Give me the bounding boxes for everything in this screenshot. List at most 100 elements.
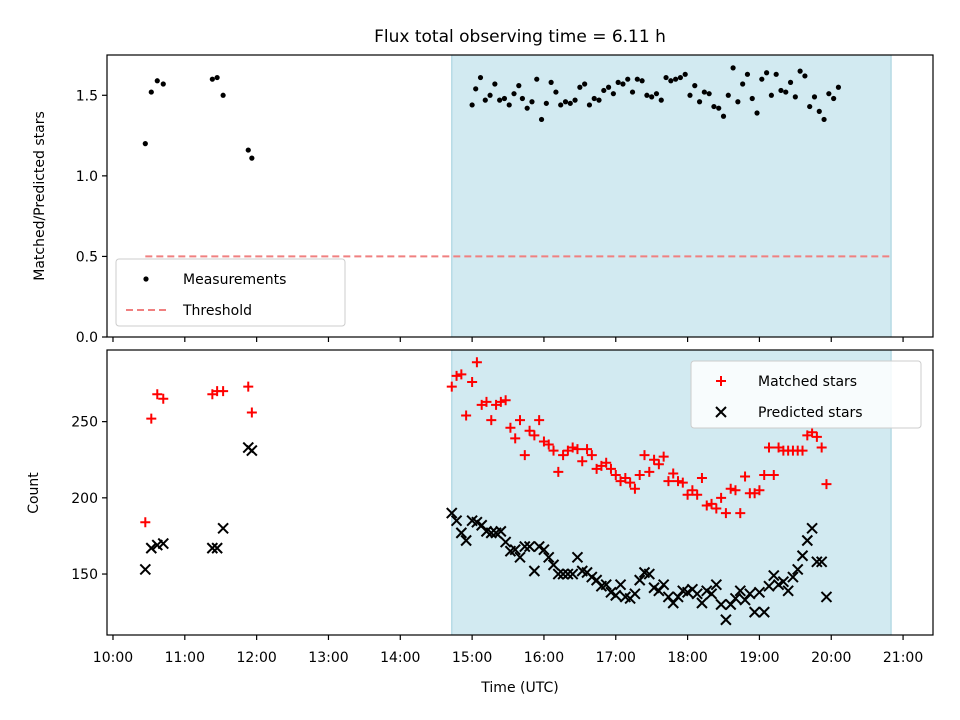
y-tick-label: 0.0 (76, 330, 98, 346)
measurement-point (720, 113, 727, 119)
predicted-stars-point (495, 525, 507, 538)
predicted-stars-point (777, 575, 790, 588)
measurement-point (807, 103, 813, 110)
matched-stars-point (625, 477, 636, 488)
predicted-stars-point (806, 522, 818, 535)
predicted-stars-point (796, 550, 809, 562)
matched-stars-point (467, 377, 478, 388)
measurement-point (663, 74, 669, 81)
y-tick-label: 200 (71, 491, 98, 507)
matched-stars-point (692, 489, 703, 500)
measurement-point (610, 91, 616, 97)
measurement-point (826, 91, 832, 97)
matched-stars-point (725, 483, 736, 494)
measurement-point (816, 108, 822, 114)
predicted-stars-point (815, 556, 828, 568)
x-tick-label: 19:00 (739, 650, 779, 666)
predicted-stars-point (744, 588, 756, 600)
matched-stars-point (510, 433, 521, 444)
matched-stars-point (701, 500, 712, 511)
matched-stars-point (495, 396, 506, 407)
matched-stars-point (486, 415, 497, 426)
predicted-stars-point (485, 527, 497, 539)
measurement-point (572, 97, 578, 103)
matched-stars-point (140, 517, 151, 528)
predicted-stars-point (157, 537, 169, 550)
measurement-point (469, 102, 475, 108)
x-tick-label: 11:00 (165, 650, 205, 666)
predicted-stars-point (729, 592, 742, 605)
measurement-point (759, 76, 765, 82)
predicted-stars-point (657, 578, 670, 591)
matched-stars-point (634, 469, 645, 480)
matched-stars-point (821, 479, 832, 490)
measurement-point (740, 81, 746, 87)
y-tick-label: 150 (71, 567, 98, 583)
measurement-point (567, 100, 573, 106)
matched-stars-point (720, 508, 731, 519)
measurement-point (605, 84, 612, 90)
measurement-point (160, 81, 166, 87)
matched-stars-point (500, 395, 511, 406)
predicted-stars-point (820, 591, 833, 603)
measurement-point (682, 71, 688, 77)
measurement-point (487, 92, 493, 98)
predicted-stars-point (460, 534, 472, 547)
predicted-stars-point (763, 580, 775, 592)
x-tick-label: 13:00 (308, 650, 348, 666)
measurement-point (692, 83, 698, 89)
matched-stars-point (529, 430, 540, 441)
measurement-point (644, 92, 650, 98)
measurement-point (548, 79, 554, 85)
measurement-point (558, 102, 564, 108)
matched-stars-point (759, 469, 770, 480)
measurement-point (711, 103, 717, 110)
matched-stars-point (653, 459, 664, 470)
predicted-stars-point (543, 551, 555, 563)
legend-label: Matched stars (758, 374, 857, 390)
predicted-stars-point (446, 507, 458, 519)
matched-stars-point (649, 454, 660, 465)
measurement-point (821, 116, 827, 123)
measurement-point (596, 97, 602, 103)
matched-stars-point (735, 508, 746, 519)
matched-stars-point (696, 473, 707, 484)
matched-stars-point (763, 442, 774, 453)
matched-stars-point (586, 450, 597, 461)
measurement-point (214, 74, 220, 81)
top-panel: 0.0 0.5 1.0 1.5 Measurements Threshold (76, 54, 934, 346)
measurement-point (245, 147, 251, 153)
matched-stars-point (658, 451, 669, 462)
measurement-point (673, 76, 679, 82)
matched-stars-point (601, 457, 612, 468)
x-tick-label: 17:00 (596, 650, 636, 666)
matched-stars-point (711, 503, 722, 514)
measurement-point (764, 70, 770, 76)
predicted-stars-point (145, 542, 158, 554)
matched-stars-point (471, 357, 482, 368)
measurement-point (209, 76, 215, 82)
predicted-stars-point (629, 588, 641, 600)
matched-stars-point (682, 489, 693, 500)
measurement-point (562, 99, 569, 105)
matched-stars-point (768, 469, 779, 480)
predicted-stars-point (643, 568, 655, 580)
predicted-stars-point (562, 568, 574, 580)
legend-label: Threshold (182, 303, 252, 319)
predicted-stars-point (691, 588, 703, 600)
matched-stars-point (706, 498, 717, 509)
observing-span (451, 54, 892, 338)
matched-stars-point (558, 450, 569, 461)
predicted-stars-point (705, 588, 718, 600)
measurement-point (735, 99, 741, 105)
predicted-stars-point (519, 540, 531, 553)
measurement-point (653, 91, 660, 97)
matched-stars-point (639, 450, 650, 461)
measurement-point (482, 97, 488, 103)
predicted-stars-point (139, 563, 152, 576)
measurement-point (497, 97, 503, 103)
predicted-stars-point (566, 568, 579, 580)
predicted-stars-point (801, 534, 814, 547)
predicted-stars-point (206, 542, 219, 554)
